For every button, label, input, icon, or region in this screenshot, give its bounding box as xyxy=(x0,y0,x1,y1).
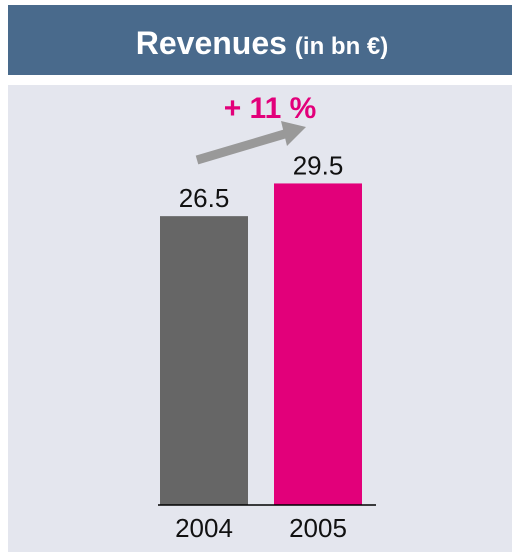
plot-panel xyxy=(8,85,512,552)
growth-annotation: + 11 % xyxy=(224,92,317,125)
header-band xyxy=(8,5,512,75)
bar xyxy=(160,216,248,505)
x-tick-label: 2005 xyxy=(289,513,347,543)
x-tick-label: 2004 xyxy=(175,513,233,543)
growth-arrow xyxy=(195,121,306,165)
arrow-head xyxy=(281,121,306,146)
arrow-shaft xyxy=(195,128,290,165)
title-unit: (in bn €) xyxy=(295,33,388,60)
bar xyxy=(274,183,362,505)
value-label: 26.5 xyxy=(179,183,230,213)
chart-title: Revenues (in bn €) xyxy=(136,25,389,61)
value-label: 29.5 xyxy=(293,150,344,180)
title-main: Revenues xyxy=(136,25,287,61)
